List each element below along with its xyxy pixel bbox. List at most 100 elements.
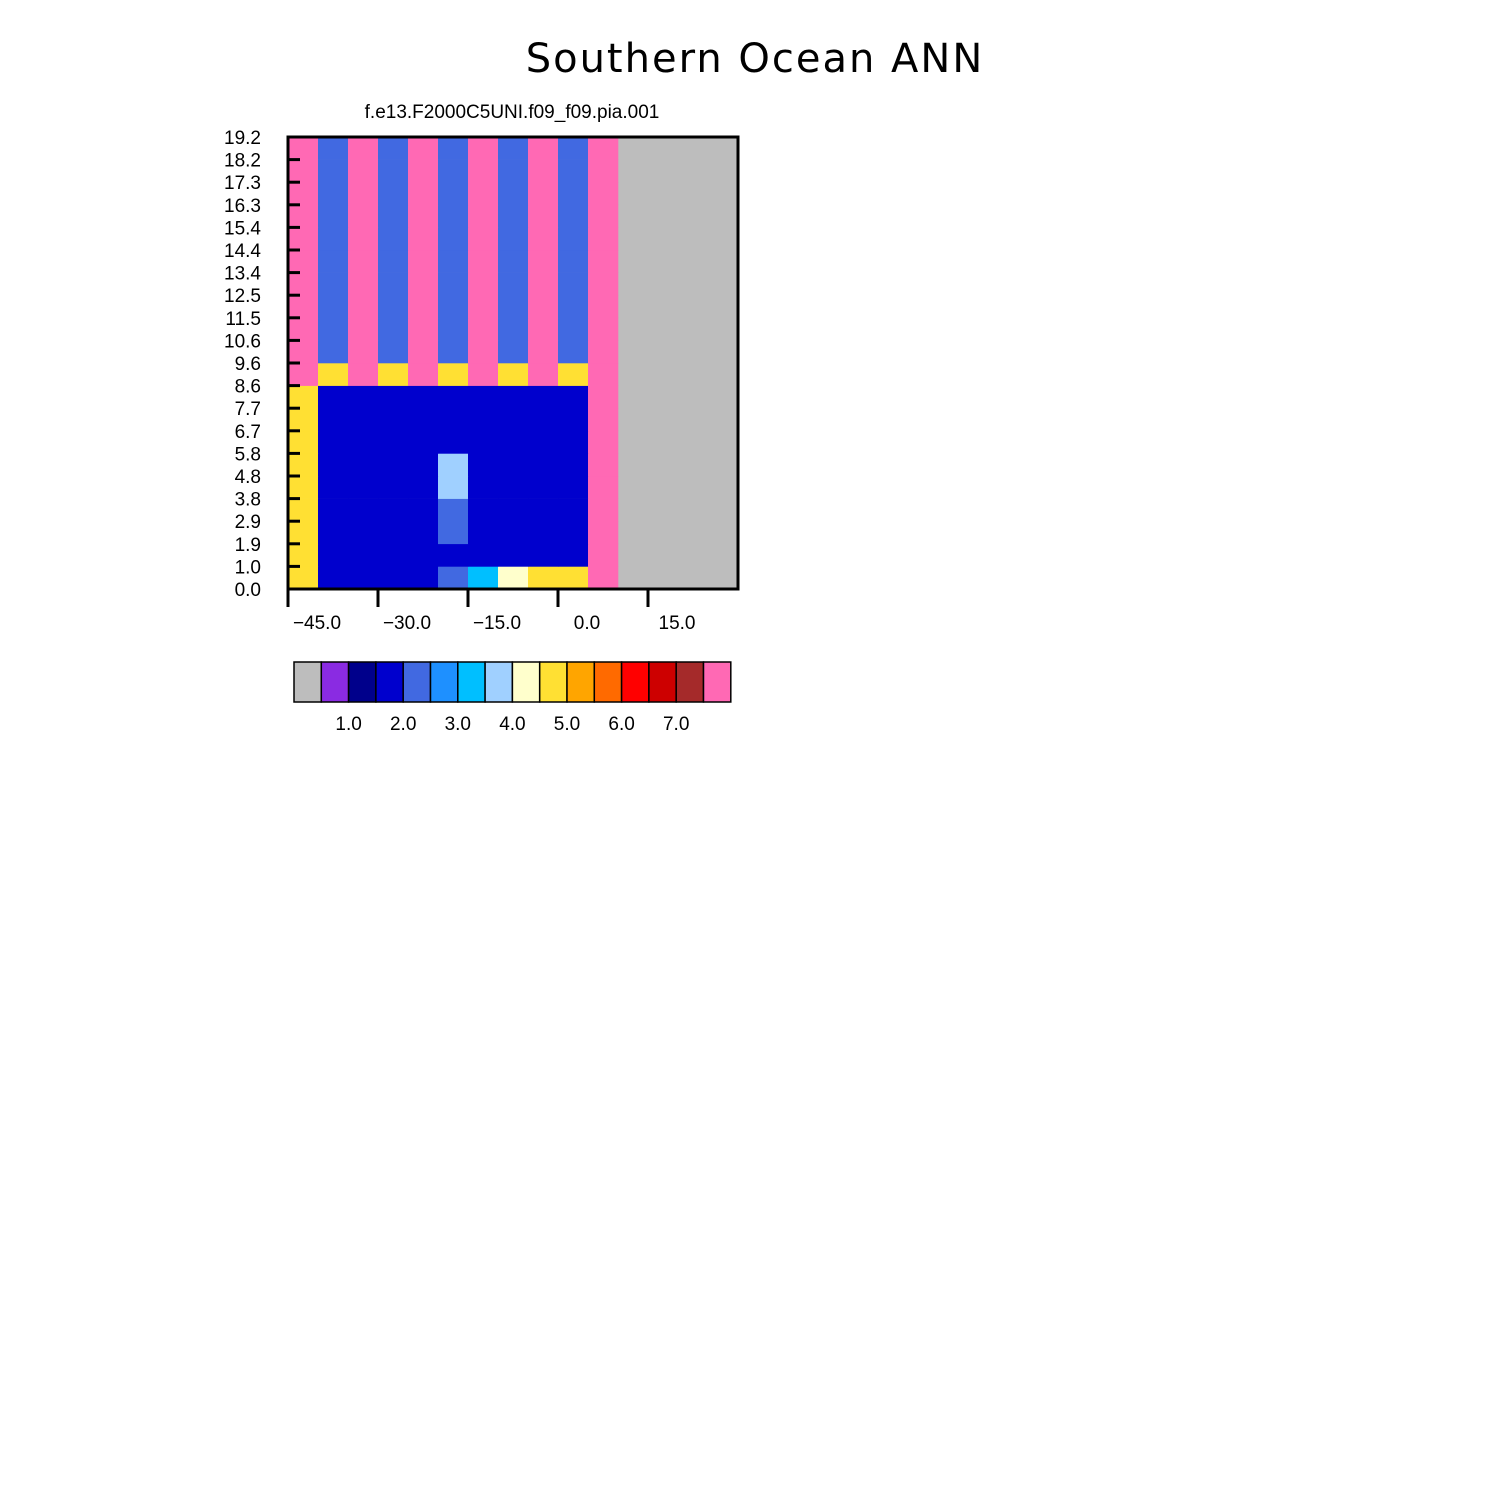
heatmap-cell <box>348 408 379 432</box>
heatmap-cell <box>408 385 439 409</box>
heatmap-cell <box>528 317 559 341</box>
heatmap-cell <box>408 363 439 386</box>
heatmap-cell <box>438 182 469 206</box>
heatmap-cell <box>528 498 559 522</box>
heatmap-cell <box>498 250 529 273</box>
heatmap-cell <box>558 204 589 228</box>
heatmap-cell <box>528 227 559 251</box>
colorbar-swatch <box>511 661 541 703</box>
heatmap-cell <box>378 317 409 341</box>
heatmap-cell <box>498 430 529 454</box>
heatmap-cell <box>588 430 619 454</box>
heatmap-cell <box>588 408 619 432</box>
heatmap-cell <box>408 566 439 590</box>
colorbar-swatch <box>375 661 404 703</box>
heatmap-cell <box>378 204 409 228</box>
heatmap-cell <box>288 182 319 206</box>
heatmap-cell <box>528 521 559 545</box>
heatmap-cell <box>318 476 349 499</box>
colorbar-swatch <box>457 661 486 703</box>
colorbar-label: 3.0 <box>445 714 471 735</box>
heatmap-cell <box>528 204 559 228</box>
heatmap-cell <box>438 543 469 567</box>
heatmap-cell <box>588 498 619 522</box>
heatmap-cell <box>438 453 469 477</box>
heatmap-cell <box>378 543 409 567</box>
heatmap-cell <box>288 521 319 545</box>
heatmap-cell <box>588 250 619 273</box>
heatmap-cell <box>408 182 439 206</box>
heatmap-cell <box>498 543 529 567</box>
heatmap-cell <box>378 137 409 160</box>
heatmap-cell <box>318 385 349 409</box>
heatmap-cell <box>378 250 409 273</box>
heatmap-cell <box>468 182 499 206</box>
y-tick-label: 11.5 <box>225 309 261 330</box>
colorbar-swatch <box>347 661 377 703</box>
heatmap-cell <box>468 430 499 454</box>
colorbar-swatch <box>620 661 650 703</box>
heatmap-cell <box>408 408 439 432</box>
heatmap-cell <box>288 543 319 567</box>
colorbar-label: 4.0 <box>499 714 525 735</box>
heatmap-cell <box>348 272 379 296</box>
heatmap-cell <box>468 408 499 432</box>
heatmap-cell <box>558 159 589 183</box>
heatmap-cell <box>468 295 499 319</box>
heatmap-cell <box>438 137 469 160</box>
heatmap-cell <box>498 272 529 296</box>
heatmap-cell <box>588 137 619 160</box>
heatmap-cell <box>318 408 349 432</box>
y-tick-label: 7.7 <box>235 399 261 420</box>
heatmap-cell <box>498 408 529 432</box>
colorbar-swatch <box>484 661 514 703</box>
heatmap-cell <box>288 159 319 183</box>
heatmap-cell <box>348 295 379 319</box>
heatmap-cell <box>468 159 499 183</box>
heatmap-cell <box>558 272 589 296</box>
heatmap-cell <box>438 566 469 590</box>
heatmap-cell <box>378 227 409 251</box>
panel-title: f.e13.F2000C5UNI.f09_f09.pia.001 <box>365 102 660 123</box>
heatmap-cell <box>528 385 559 409</box>
heatmap-cell <box>408 521 439 545</box>
heatmap-cell <box>588 182 619 206</box>
heatmap-cell <box>408 250 439 273</box>
heatmap-cell <box>318 250 349 273</box>
heatmap-cell <box>288 363 319 386</box>
heatmap-cell <box>288 204 319 228</box>
heatmap-cell <box>558 476 589 499</box>
heatmap-cell <box>558 430 589 454</box>
heatmap-cell <box>528 272 559 296</box>
y-tick-label: 16.3 <box>224 196 261 217</box>
heatmap-cell <box>468 453 499 477</box>
colorbar-swatch <box>675 661 705 703</box>
heatmap-cell <box>288 430 319 454</box>
heatmap-cell <box>498 182 529 206</box>
heatmap-cell <box>558 317 589 341</box>
heatmap-cell <box>348 204 379 228</box>
heatmap-cell <box>528 543 559 567</box>
heatmap-cell <box>408 453 439 477</box>
y-tick-label: 10.6 <box>224 331 261 352</box>
colorbar-label: 1.0 <box>335 714 361 735</box>
heatmap-cell <box>468 363 499 386</box>
heatmap-cell <box>408 137 439 160</box>
heatmap-cell <box>558 295 589 319</box>
heatmap-cell <box>438 476 469 499</box>
heatmap-cell <box>528 430 559 454</box>
heatmap-cell <box>438 521 469 545</box>
heatmap-cell <box>498 385 529 409</box>
heatmap-cell <box>498 295 529 319</box>
colorbar-swatch <box>293 661 323 703</box>
colorbar-swatch <box>402 661 432 703</box>
heatmap-cell <box>378 566 409 590</box>
heatmap-cell <box>588 385 619 409</box>
heatmap-cell <box>288 476 319 499</box>
heatmap-cell <box>288 317 319 341</box>
heatmap-cell <box>558 182 589 206</box>
heatmap-cell <box>318 137 349 160</box>
heatmap-cell <box>588 295 619 319</box>
colorbar-swatch <box>320 661 350 703</box>
heatmap-cell <box>588 159 619 183</box>
